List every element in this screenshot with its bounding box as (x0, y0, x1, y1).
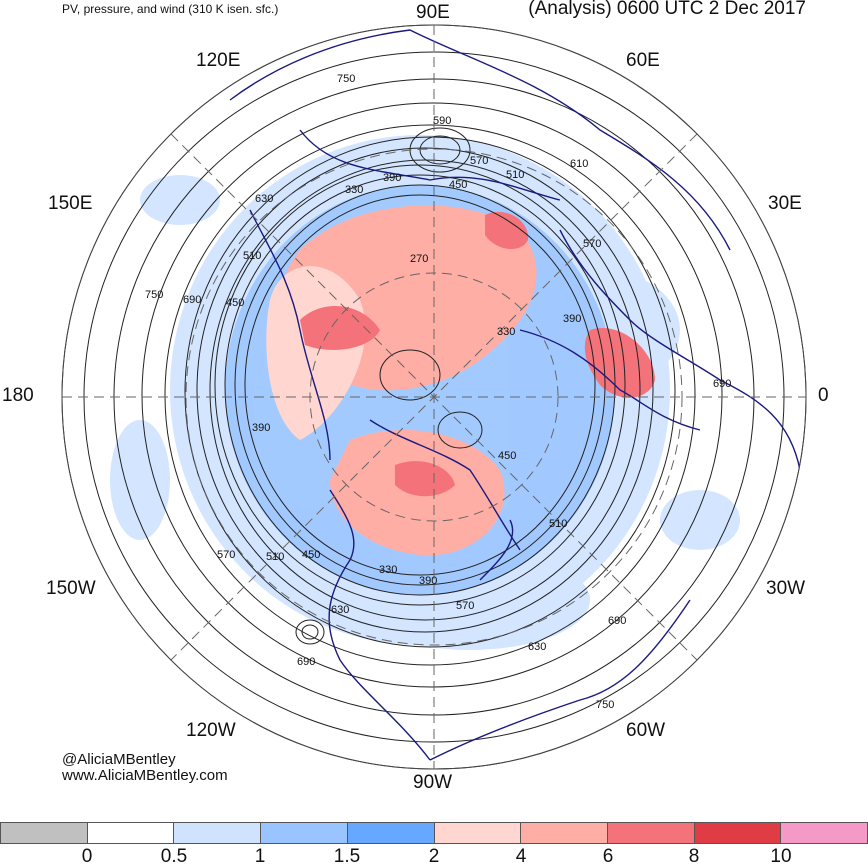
lon-label-90e: 90E (416, 2, 450, 23)
colorbar-swatch (0, 822, 88, 844)
contour-label: 510 (266, 551, 284, 563)
lon-label-90w: 90W (413, 772, 453, 793)
lon-label-30e: 30E (768, 193, 802, 214)
lon-label-120w: 120W (186, 720, 236, 741)
colorbar-tick: 6 (602, 846, 614, 867)
lon-label-150e: 150E (48, 193, 93, 214)
contour-label: 390 (252, 422, 270, 434)
credit-handle: @AliciaMBentley (62, 751, 176, 768)
contour-label: 450 (449, 179, 467, 191)
colorbar-tick: 0 (81, 846, 93, 867)
contour-label: 510 (506, 169, 524, 181)
contour-label: 570 (470, 155, 488, 167)
contour-label: 610 (570, 158, 588, 170)
colorbar-tick: 10 (770, 846, 792, 867)
contour-label: 630 (528, 641, 546, 653)
lon-label-0: 0 (818, 385, 829, 406)
contour-label: 450 (498, 450, 516, 462)
contour-label: 270 (410, 253, 428, 265)
lon-label-150w: 150W (46, 578, 96, 599)
colorbar-swatch (781, 822, 868, 844)
contour-label: 330 (497, 326, 515, 338)
valid-time: (Analysis) 0600 UTC 2 Dec 2017 (528, 0, 806, 19)
graticule (62, 25, 806, 769)
colorbar-swatch (347, 822, 435, 844)
lon-label-60e: 60E (626, 50, 660, 71)
contour-label: 450 (302, 549, 320, 561)
colorbar-swatch (607, 822, 695, 844)
colorbar-tick: 0.5 (160, 846, 188, 867)
lon-label-30w: 30W (766, 578, 806, 599)
colorbar-tick: 1 (254, 846, 266, 867)
contour-label: 390 (563, 313, 581, 325)
contour-label: 570 (217, 549, 235, 561)
contour-label: 630 (331, 604, 349, 616)
contour-label: 450 (226, 297, 244, 309)
colorbar (0, 822, 868, 844)
colorbar-tick: 1.5 (333, 846, 361, 867)
colorbar-swatch (521, 822, 608, 844)
lon-label-180: 180 (2, 385, 34, 406)
contour-label-group: 750 590 570 610 330 390 450 510 630 570 … (145, 73, 731, 711)
colorbar-swatch (694, 822, 782, 844)
colorbar-swatch (174, 822, 262, 844)
contour-label: 510 (243, 250, 261, 262)
contour-label: 690 (713, 378, 731, 390)
contour-label: 570 (456, 600, 474, 612)
contour-label: 690 (608, 615, 626, 627)
credit-website: www.AliciaMBentley.com (62, 767, 228, 784)
polar-map: 750 590 570 610 330 390 450 510 630 570 … (61, 24, 807, 770)
contour-label: 590 (433, 115, 451, 127)
colorbar-swatch (87, 822, 175, 844)
colorbar-tick: 2 (428, 846, 440, 867)
lon-label-60w: 60W (626, 720, 666, 741)
contour-label: 330 (345, 184, 363, 196)
colorbar-swatch (261, 822, 348, 844)
lon-label-120e: 120E (196, 50, 241, 71)
colorbar-tick: 8 (688, 846, 700, 867)
contour-label: 750 (596, 699, 614, 711)
coastlines (109, 29, 801, 761)
contour-label: 630 (255, 193, 273, 205)
colorbar-tick: 4 (515, 846, 527, 867)
contour-label: 690 (297, 656, 315, 668)
contour-label: 690 (183, 294, 201, 306)
map-title: PV, pressure, and wind (310 K isen. sfc.… (62, 2, 279, 16)
contour-label: 390 (383, 172, 401, 184)
contour-label: 510 (549, 518, 567, 530)
contour-label: 390 (419, 575, 437, 587)
contour-label: 750 (145, 289, 163, 301)
colorbar-swatch (434, 822, 522, 844)
contour-label: 330 (379, 564, 397, 576)
contour-label: 750 (337, 73, 355, 85)
contour-label: 570 (583, 238, 601, 250)
